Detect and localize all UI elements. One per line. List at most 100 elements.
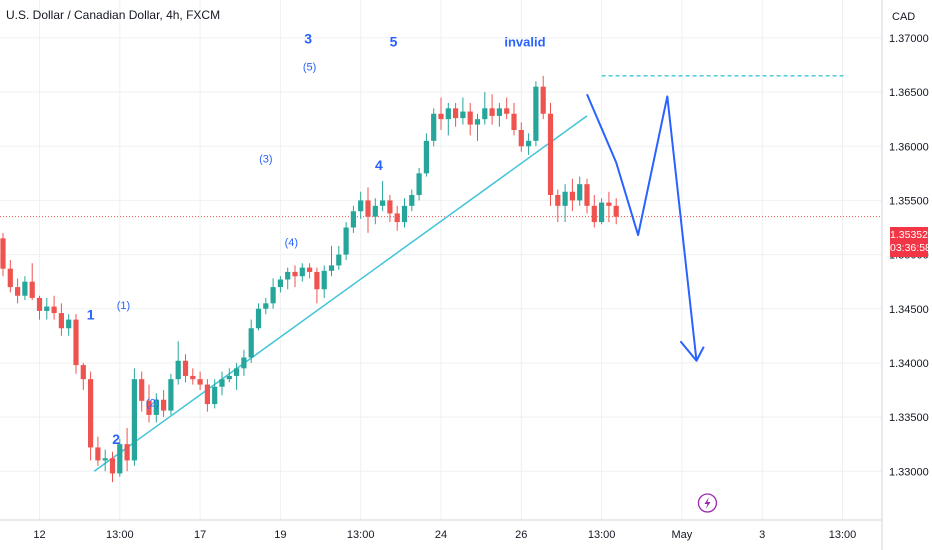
candle-body	[146, 400, 152, 415]
candle-body	[445, 108, 451, 120]
candle-body	[438, 113, 444, 120]
wave-label: invalid	[504, 35, 545, 50]
x-tick-label: 12	[33, 529, 45, 541]
candle-body	[73, 319, 79, 366]
candle-body	[51, 306, 57, 314]
candle-body	[95, 447, 101, 461]
candle-body	[102, 458, 108, 461]
currency-label: CAD	[892, 11, 915, 23]
candle-body	[482, 108, 488, 120]
candle-body	[569, 191, 575, 201]
wave-label: (2)	[146, 397, 159, 409]
candle-body	[365, 200, 371, 217]
candle-body	[540, 86, 546, 114]
candle-body	[336, 254, 342, 266]
wave-label: 2	[112, 431, 120, 447]
trendline	[93, 115, 588, 472]
candle-body	[248, 328, 254, 358]
y-tick-label: 1.33500	[889, 412, 929, 424]
candle-body	[234, 368, 240, 376]
wave-label: 5	[390, 34, 398, 50]
x-tick-label: 3	[759, 529, 765, 541]
x-tick-label: 13:00	[829, 529, 857, 541]
candle-body	[431, 113, 437, 141]
candle-body	[460, 111, 466, 119]
candle-body	[526, 140, 532, 147]
candle-body	[80, 365, 86, 380]
x-tick-label: 17	[194, 529, 206, 541]
candle-body	[350, 211, 356, 228]
wave-label: 1	[87, 307, 95, 323]
candle-body	[109, 458, 116, 474]
candle-body	[270, 287, 276, 304]
wave-label: (4)	[285, 237, 298, 249]
candle-body	[190, 375, 196, 380]
candle-body	[263, 303, 269, 309]
candle-body	[555, 195, 561, 206]
candle-body	[292, 271, 298, 277]
candle-body	[36, 297, 43, 311]
candle-body	[387, 200, 393, 214]
bar-countdown: 03:36:58	[890, 242, 931, 254]
y-tick-label: 1.34000	[889, 358, 929, 370]
candle-body	[161, 399, 167, 411]
x-tick-label: 13:00	[347, 529, 375, 541]
candle-body	[241, 357, 247, 369]
candle-body	[117, 444, 123, 474]
candle-body	[409, 195, 415, 206]
candle-body	[22, 281, 28, 296]
candle-body	[277, 279, 283, 288]
candle-body	[168, 379, 174, 411]
candle-body	[394, 213, 400, 223]
candle-body	[124, 444, 130, 461]
x-tick-label: May	[672, 529, 693, 541]
candle-body	[29, 281, 35, 298]
candle-body	[606, 202, 612, 206]
candle-body	[533, 86, 539, 141]
y-tick-label: 1.35500	[889, 195, 929, 207]
candle-body	[226, 375, 232, 380]
candle-body	[358, 200, 364, 212]
candle-body	[88, 379, 94, 448]
candle-body	[15, 287, 21, 296]
candle-body	[401, 205, 408, 223]
y-tick-label: 1.36000	[889, 141, 929, 153]
wave-label: (1)	[117, 300, 130, 312]
candle-body	[0, 238, 6, 269]
wave-label: (5)	[303, 61, 316, 73]
candle-body	[7, 268, 13, 288]
candle-body	[591, 205, 597, 223]
candle-body	[511, 113, 517, 130]
candle-body	[453, 108, 459, 119]
candle-body	[518, 130, 524, 147]
lightning-bolt-icon	[704, 497, 711, 509]
candle-body	[314, 271, 320, 290]
candle-body	[489, 108, 495, 116]
x-tick-label: 13:00	[106, 529, 134, 541]
candle-body	[58, 313, 64, 329]
candle-body	[343, 227, 349, 255]
candle-body	[380, 200, 386, 206]
x-tick-label: 24	[435, 529, 447, 541]
candle-body	[423, 140, 429, 174]
candle-body	[562, 191, 568, 206]
candle-body	[44, 306, 50, 311]
wave-label: 4	[375, 157, 383, 173]
candle-body	[255, 308, 262, 329]
candle-body	[496, 108, 502, 116]
y-tick-label: 1.33000	[889, 466, 929, 478]
candle-body	[467, 111, 473, 125]
candle-body	[153, 399, 159, 415]
y-tick-label: 1.36500	[889, 87, 929, 99]
candle-body	[219, 379, 225, 387]
projection-path	[586, 93, 698, 361]
candle-body	[212, 386, 218, 405]
candle-body	[139, 379, 145, 401]
candle-body	[307, 267, 313, 272]
candle-body	[182, 360, 189, 376]
candle-body	[175, 360, 181, 380]
wave-label: (3)	[259, 154, 272, 166]
projection-arrowhead	[679, 340, 705, 362]
y-tick-label: 1.37000	[889, 33, 929, 45]
